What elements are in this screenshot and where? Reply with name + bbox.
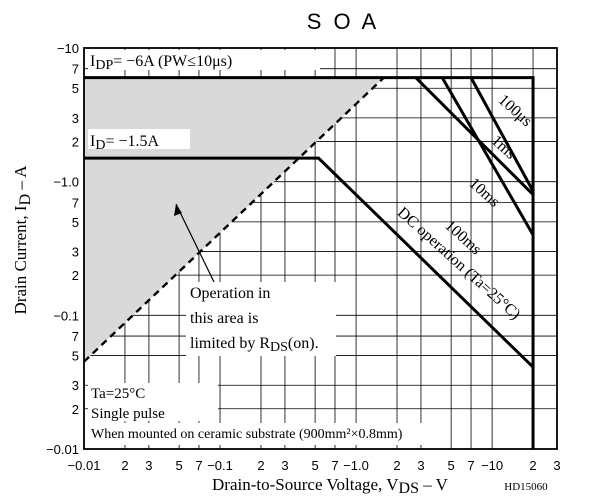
y-tick-label: 2 [72,402,79,417]
operation-text: Operation in [190,285,270,302]
curve-label: 100μs [495,91,535,130]
x-tick-label: 7 [195,458,202,473]
y-tick-labels: −10 7 5 3 2 −1.0 7 5 3 2 −0.1 7 5 3 2 −0.01 [46,41,79,457]
limited-text: limited by RDS(on). [190,335,319,355]
x-tick-label: 3 [417,458,424,473]
id-annotation: ID= −1.5A [90,133,160,153]
y-tick-label: 5 [72,81,79,96]
y-axis-label: Drain Current, ID – A [11,165,34,315]
y-tick-label: −1.0 [53,175,79,190]
x-tick-label: 7 [467,458,474,473]
series-line [83,76,385,363]
x-tick-label: 2 [257,458,264,473]
x-tick-label: 3 [145,458,152,473]
y-tick-label: 3 [72,245,79,260]
operation-text: this area is [190,310,258,327]
annotations: IDP= −6A (PW≤10μs) ID= −1.5A Operation in t… [88,50,442,445]
x-tick-labels: −0.01 2 3 5 7 −0.1 2 3 5 7 −1.0 2 3 5 7 −10 2 3 [68,458,561,473]
figure-code: HD15060 [504,481,548,493]
x-tick-label: 3 [553,458,560,473]
x-tick-label: 2 [393,458,400,473]
x-axis-label: Drain-to-Source Voltage, VDS – V [212,475,449,497]
x-tick-label: −0.01 [68,458,101,473]
arrow-head [174,204,182,216]
series-line [84,76,535,449]
y-tick-label: 2 [72,268,79,283]
y-tick-label: 5 [72,349,79,364]
y-tick-label: 2 [72,134,79,149]
condition-text: Single pulse [91,406,165,422]
series-line [469,76,535,192]
y-tick-label: 5 [72,215,79,230]
series-line [440,76,535,236]
idp-annotation: IDP= −6A (PW≤10μs) [90,53,232,73]
x-tick-label: −0.1 [207,458,233,473]
y-tick-label: −0.1 [53,308,79,323]
chart-title: S O A [307,9,379,34]
x-tick-label: −1.0 [343,458,369,473]
series-line [84,156,535,369]
y-tick-label: −0.01 [46,442,79,457]
y-tick-label: −10 [57,41,79,56]
y-tick-label: 3 [72,111,79,126]
y-tick-label: 3 [72,378,79,393]
arrow-line [175,203,215,283]
condition-text: When mounted on ceramic substrate (900mm… [91,427,403,442]
x-tick-label: 5 [175,458,182,473]
x-tick-label: 5 [448,458,455,473]
x-tick-label: −10 [481,458,503,473]
condition-text: Ta=25°C [91,386,145,402]
x-tick-label: 2 [529,458,536,473]
x-tick-label: 7 [331,458,338,473]
x-tick-label: 3 [281,458,288,473]
y-tick-label: 7 [72,195,79,210]
soa-curves [83,76,535,449]
y-tick-label: 7 [72,329,79,344]
x-tick-label: 5 [311,458,318,473]
x-tick-label: 2 [121,458,128,473]
y-tick-label: 7 [72,62,79,77]
plot-frame [83,47,558,450]
